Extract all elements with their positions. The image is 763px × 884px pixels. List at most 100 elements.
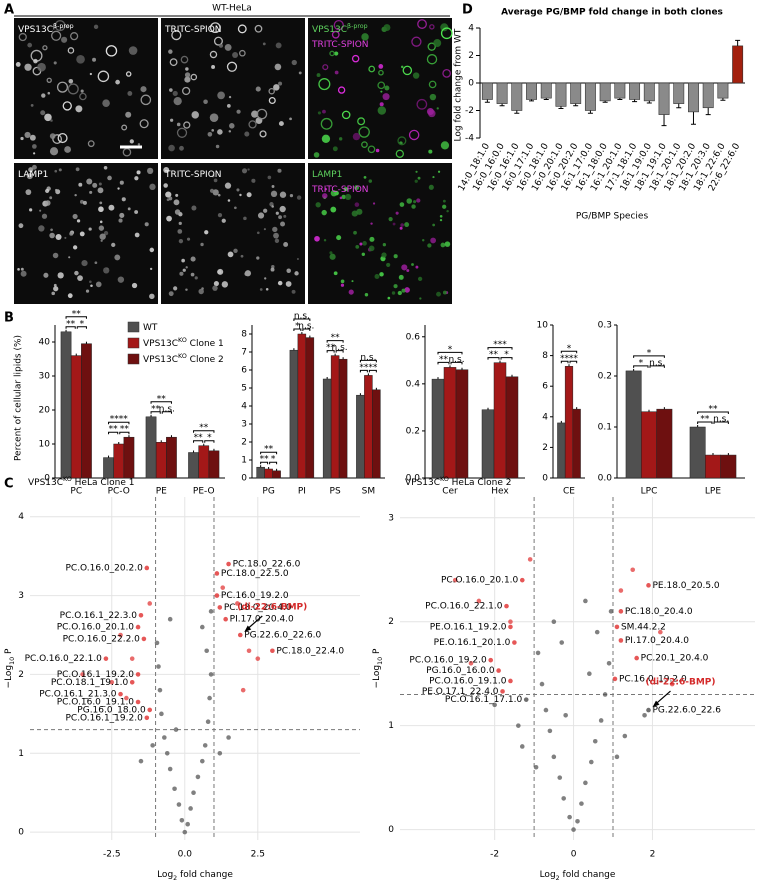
point	[669, 681, 675, 687]
point	[612, 676, 618, 682]
vesicle	[228, 95, 232, 99]
y-tick-label: 2	[542, 443, 548, 453]
point	[547, 728, 553, 734]
vesicle	[166, 215, 172, 222]
vesicle	[374, 273, 380, 279]
y-tick-label: -2	[465, 106, 474, 116]
panel-label: A	[4, 3, 14, 18]
vesicle	[89, 190, 93, 194]
vesicle	[221, 218, 226, 223]
point	[202, 743, 208, 748]
bar	[364, 375, 373, 479]
point	[561, 796, 566, 801]
vesicle	[20, 136, 24, 141]
vesicle	[125, 71, 132, 77]
vesicle	[190, 272, 195, 277]
vesicle	[134, 210, 139, 214]
point	[154, 640, 160, 646]
vesicle	[440, 23, 449, 32]
point	[575, 818, 580, 824]
sig-label: n.s.	[298, 322, 314, 332]
point	[551, 619, 557, 625]
y-tick-label: 6	[542, 382, 548, 392]
bar	[338, 358, 348, 479]
vesicle	[324, 187, 328, 191]
sig-label: *	[639, 358, 644, 368]
vesicle	[211, 174, 215, 178]
vesicle	[61, 36, 68, 43]
legend-label-part: Clone 2	[187, 355, 224, 365]
point	[642, 712, 647, 718]
point	[138, 758, 144, 764]
vesicle	[125, 111, 132, 118]
vesicle	[321, 134, 331, 143]
vesicle	[264, 277, 267, 280]
y-axis-label-part: P	[4, 648, 14, 657]
micrograph	[14, 163, 158, 304]
point	[551, 754, 557, 760]
vesicle	[53, 286, 59, 292]
y-tick-label: 10	[39, 440, 51, 450]
sig-bracket	[500, 357, 513, 360]
vesicle	[115, 79, 120, 85]
vesicle	[241, 168, 248, 174]
vesicle	[294, 271, 299, 276]
point	[176, 802, 182, 807]
vesicle	[383, 24, 391, 31]
vesicle	[213, 36, 223, 46]
x-axis-label-part: Log	[157, 870, 173, 880]
vesicle	[313, 152, 320, 158]
sig-bracket	[487, 347, 513, 350]
image-label: TRITC-SPION	[311, 185, 369, 195]
image-label-part: LAMP1	[18, 170, 48, 180]
error-bar	[705, 107, 711, 116]
vesicle	[404, 222, 410, 228]
y-tick-label: 0.6	[406, 332, 421, 342]
point	[240, 687, 246, 693]
vesicle	[382, 93, 390, 101]
vesicle	[259, 288, 263, 291]
bar	[455, 369, 469, 479]
vesicle	[168, 291, 174, 297]
legend-swatch	[127, 337, 140, 349]
point	[204, 648, 209, 654]
y-tick-label: 5	[241, 384, 247, 394]
y-tick-label: 4	[468, 24, 474, 34]
vesicle	[182, 86, 191, 96]
vesicle	[190, 73, 198, 81]
image-label: TRITC-SPION	[311, 40, 369, 50]
vesicle	[44, 113, 52, 122]
chart-title-part: HeLa Clone 1	[72, 478, 135, 488]
vesicle	[270, 190, 278, 198]
vesicle	[386, 262, 391, 268]
error-bar	[602, 100, 608, 103]
vesicle	[213, 280, 219, 287]
vesicle	[97, 187, 104, 194]
bar	[431, 378, 445, 479]
bar	[688, 82, 699, 113]
vesicle	[361, 141, 368, 148]
bar	[166, 436, 177, 479]
vesicle	[74, 270, 79, 276]
bar	[717, 82, 729, 99]
point	[496, 668, 501, 673]
vesicle	[255, 86, 261, 92]
sig-bracket	[260, 461, 269, 465]
vesicle	[107, 175, 112, 181]
point	[226, 735, 231, 740]
point	[246, 648, 252, 654]
x-axis-label-part: Log	[540, 870, 556, 880]
point	[583, 780, 588, 786]
point	[608, 609, 614, 614]
vesicle	[175, 193, 179, 197]
y-axis-label-part: −Log	[372, 665, 382, 689]
sig-label: **	[368, 363, 378, 373]
vesicle	[204, 230, 209, 235]
vesicle	[274, 238, 280, 243]
vesicle	[54, 20, 66, 32]
vesicle	[244, 131, 250, 137]
point-label: PC.O.16.1_17.1.0	[445, 695, 523, 705]
sig-label: **	[569, 354, 579, 364]
point-label: PC.O.16.0_19.2.0	[409, 656, 487, 666]
vesicle	[428, 149, 433, 154]
